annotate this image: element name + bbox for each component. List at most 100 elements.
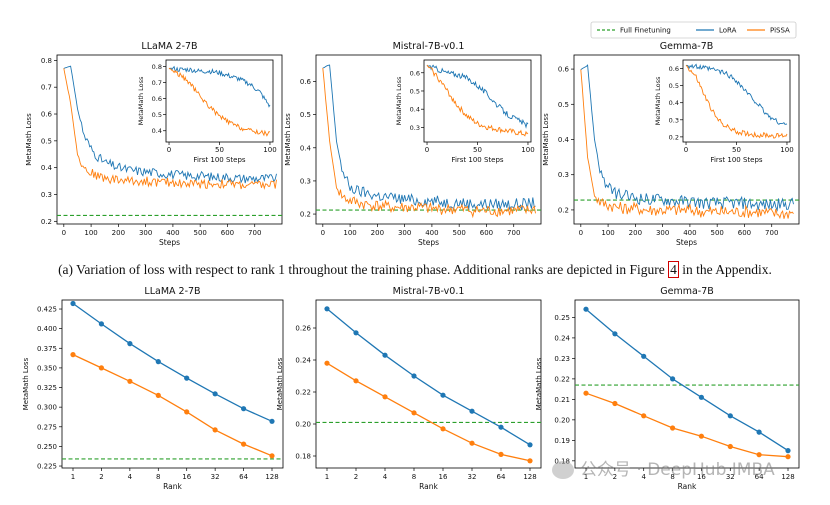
data-point-L — [184, 375, 190, 381]
data-point-P — [583, 390, 589, 396]
data-point-P — [670, 425, 676, 431]
data-point-P — [155, 392, 161, 398]
y-tick-label: 0.22 — [554, 375, 570, 383]
data-point-P — [440, 426, 446, 432]
x-tick-label: 100 — [601, 229, 614, 237]
data-point-P — [727, 443, 733, 450]
data-point-L — [127, 341, 133, 347]
y-tick-label: 0.22 — [295, 389, 311, 397]
inset-y-tick-label: 0.6 — [152, 95, 162, 103]
y-tick-label: 0.24 — [554, 334, 570, 342]
inset-x-tick-label: 100 — [780, 146, 793, 154]
data-point-L — [785, 448, 791, 454]
data-point-L — [440, 392, 446, 398]
inset-x-tick-label: 100 — [263, 146, 276, 154]
y-tick-label: 0.2 — [41, 218, 52, 226]
series-line-L — [585, 308, 789, 452]
y-axis-label: MetaMath Loss — [22, 357, 30, 410]
data-point-L — [98, 321, 104, 327]
y-tick-label: 0.3 — [300, 177, 311, 185]
inset-y-tick-label: 0.5 — [669, 82, 679, 90]
inset-x-tick-label: 0 — [167, 146, 171, 154]
legend-label: LoRA — [719, 27, 737, 35]
inset-y-tick-label: 0.7 — [152, 79, 162, 87]
data-point-P — [612, 400, 618, 407]
x-tick-label: 500 — [193, 229, 206, 237]
inset-y-tick-label: 0.3 — [410, 124, 420, 132]
data-point-P — [785, 454, 791, 460]
data-point-P — [241, 441, 247, 447]
inset-x-tick-label: 50 — [732, 146, 741, 154]
plot-title: Gemma-7B — [660, 286, 714, 297]
watermark: 公众号 · DeepHub IMBA — [552, 455, 775, 480]
x-axis-label: Rank — [678, 482, 697, 491]
x-tick-label: 1 — [71, 473, 75, 481]
data-point-P — [269, 453, 275, 459]
x-tick-label: 32 — [211, 473, 220, 481]
x-tick-label: 4 — [383, 473, 388, 481]
y-axis-label: MetaMath Loss — [25, 113, 33, 166]
plot-frame — [574, 299, 800, 469]
inset-y-axis-label: MetaMath Loss — [137, 76, 145, 125]
legend-label: PiSSA — [770, 27, 790, 35]
series-line-P — [72, 354, 273, 457]
y-axis-label: MetaMath Loss — [284, 113, 292, 166]
figure-reference-link[interactable]: 4 — [668, 261, 679, 278]
x-tick-label: 8 — [156, 473, 160, 481]
plot-title: LLaMA 2-7B — [141, 41, 197, 52]
y-tick-label: 0.26 — [295, 325, 311, 333]
data-point-P — [70, 352, 76, 358]
inset-x-tick-label: 50 — [473, 146, 482, 154]
x-tick-label: 128 — [265, 473, 278, 481]
x-tick-label: 8 — [670, 473, 674, 481]
series-line-L — [580, 64, 794, 212]
inset-x-tick-label: 100 — [521, 146, 534, 154]
data-point-L — [353, 330, 359, 336]
x-tick-label: 1 — [584, 473, 588, 481]
x-tick-label: 100 — [343, 229, 356, 237]
y-tick-label: 0.5 — [41, 137, 52, 145]
data-point-L — [641, 353, 647, 359]
x-tick-label: 0 — [321, 229, 325, 237]
inset-series-line-L — [685, 63, 788, 125]
y-tick-label: 0.300 — [37, 404, 57, 412]
inset-x-tick-label: 0 — [684, 146, 688, 154]
data-point-L — [269, 418, 275, 424]
x-tick-label: 200 — [112, 229, 125, 237]
data-point-L — [411, 373, 417, 379]
x-tick-label: 16 — [697, 473, 706, 481]
x-tick-label: 400 — [683, 229, 696, 237]
y-tick-label: 0.400 — [37, 325, 57, 333]
inset-y-tick-label: 0.4 — [669, 99, 679, 107]
data-point-P — [353, 378, 359, 384]
x-tick-label: 400 — [425, 229, 438, 237]
y-tick-label: 0.4 — [41, 164, 53, 172]
y-tick-label: 0.6 — [300, 78, 312, 86]
y-axis-label: MetaMath Loss — [535, 357, 543, 410]
data-point-L — [382, 352, 388, 358]
x-tick-label: 700 — [507, 229, 520, 237]
data-point-P — [527, 458, 533, 464]
data-point-P — [324, 360, 330, 366]
inset-series-line-P — [426, 64, 529, 137]
y-tick-label: 0.18 — [554, 457, 570, 465]
x-tick-label: 600 — [221, 229, 234, 237]
x-tick-label: 16 — [182, 473, 191, 481]
y-tick-label: 0.2 — [558, 206, 569, 214]
x-tick-label: 500 — [710, 229, 723, 237]
wechat-icon — [552, 461, 574, 479]
data-point-L — [241, 406, 247, 412]
plot-frame — [315, 299, 542, 469]
y-tick-label: 0.325 — [37, 384, 57, 392]
x-tick-label: 16 — [439, 473, 448, 481]
y-tick-label: 0.4 — [558, 136, 570, 144]
inset-x-axis-label: First 100 Steps — [451, 156, 503, 164]
y-tick-label: 0.225 — [37, 463, 57, 471]
legend-label: Full Finetuning — [620, 27, 671, 35]
data-point-P — [756, 452, 762, 458]
x-tick-label: 0 — [579, 229, 583, 237]
x-tick-label: 2 — [99, 473, 103, 481]
inset-y-tick-label: 0.5 — [152, 111, 162, 119]
